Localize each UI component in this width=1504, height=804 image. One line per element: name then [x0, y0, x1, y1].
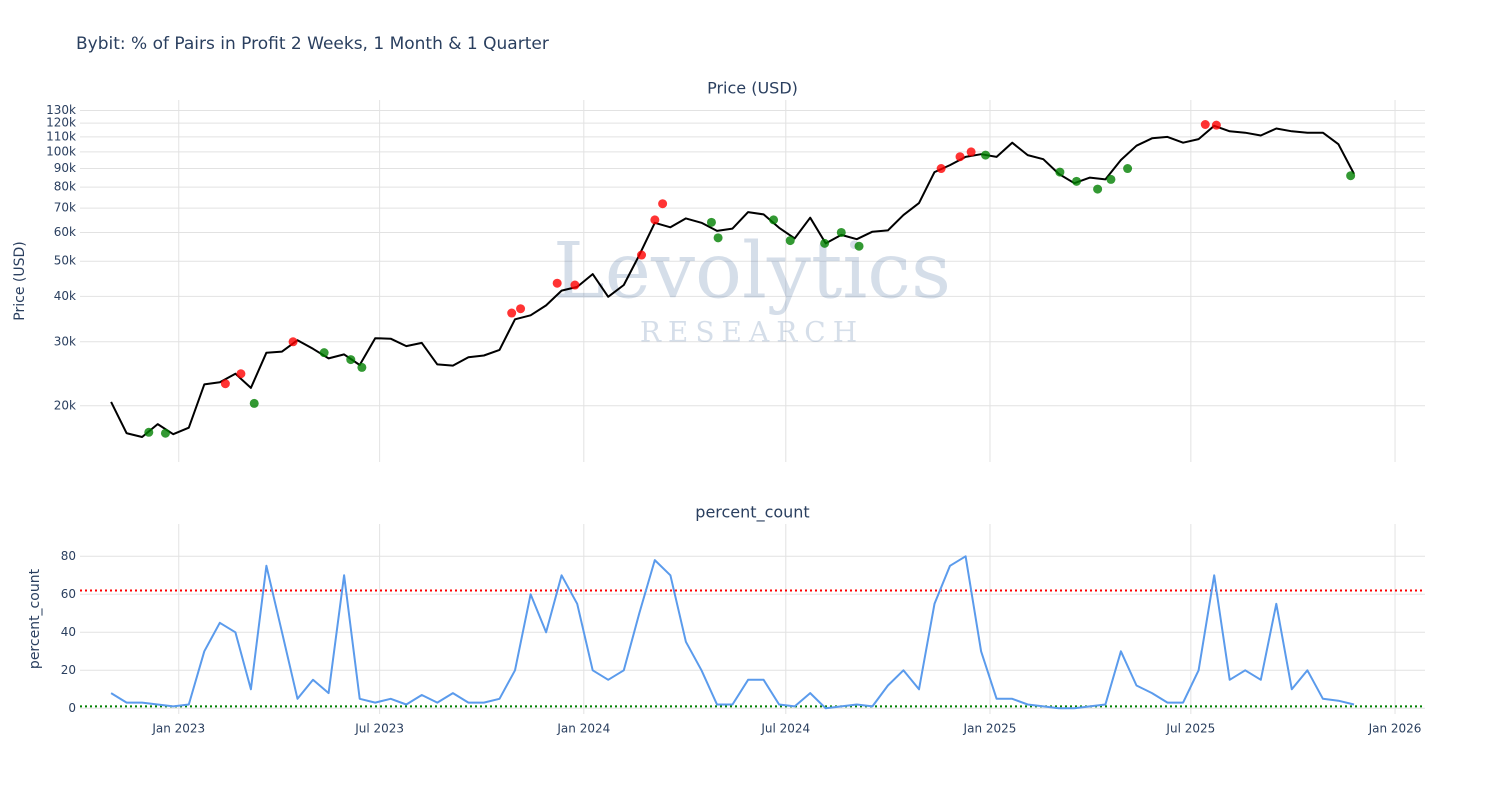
data-line [110, 555, 1355, 710]
y-tick-label: 50k [54, 254, 76, 268]
data-line [110, 124, 1355, 438]
y-tick-label: 60 [61, 587, 76, 601]
marker [820, 238, 830, 248]
subplot-title: Price (USD) [707, 79, 798, 98]
subplot-title: percent_count [695, 503, 809, 523]
y-tick-label: 0 [68, 701, 76, 715]
plot-0: 20k 30k 40k 50k 60k 70k 80k 90k 100k110k120k130k… [12, 79, 1425, 462]
y-tick-label: 30k [54, 334, 76, 348]
marker [288, 337, 298, 347]
marker [1200, 119, 1210, 129]
y-tick-label: 70k [54, 201, 76, 215]
y-tick-label: 110k [46, 129, 76, 143]
marker [249, 398, 259, 408]
marker [1211, 120, 1221, 130]
marker [955, 152, 965, 162]
marker [319, 348, 329, 358]
marker [637, 250, 647, 260]
marker [1055, 167, 1065, 177]
y-tick-label: 120k [46, 116, 76, 130]
y-tick-label: 20k [54, 398, 76, 412]
plot-1: Jan 2023 Jul 2023 Jan 2024 Jul 2024 Jan 2025… [27, 503, 1425, 736]
x-tick-label: Jan 2026 [1368, 722, 1422, 736]
watermark: Levolytics RESEARCH [553, 227, 951, 349]
y-tick-label: 80 [61, 549, 76, 563]
marker [1123, 164, 1133, 174]
marker [706, 217, 716, 227]
y-tick-label: 40k [54, 289, 76, 303]
x-tick-label: Jul 2023 [354, 722, 404, 736]
x-tick-label: Jan 2023 [151, 722, 205, 736]
marker [236, 369, 246, 379]
y-tick-label: 80k [54, 180, 76, 194]
marker [658, 199, 668, 209]
marker [507, 308, 517, 318]
marker [144, 427, 154, 437]
watermark-text: Levolytics [553, 227, 951, 317]
marker [981, 150, 991, 160]
marker [936, 164, 946, 174]
y-tick-label: 60k [54, 225, 76, 239]
marker [1093, 184, 1103, 194]
marker [769, 215, 779, 225]
marker [220, 379, 230, 389]
marker [650, 215, 660, 225]
marker [570, 280, 580, 290]
y-tick-label: 40 [61, 625, 76, 639]
marker [357, 362, 367, 372]
main-title: Bybit: % of Pairs in Profit 2 Weeks, 1 M… [76, 34, 549, 54]
x-tick-label: Jan 2025 [963, 722, 1017, 736]
marker [1072, 176, 1082, 186]
marker [552, 278, 562, 288]
y-tick-label: 90k [54, 161, 76, 175]
marker [966, 147, 976, 157]
marker [516, 304, 526, 314]
marker [1106, 174, 1116, 184]
marker [1346, 171, 1356, 181]
y-tick-label: 20 [61, 663, 76, 677]
marker [854, 241, 864, 251]
y-tick-label: 130k [46, 103, 76, 117]
x-tick-label: Jan 2024 [556, 722, 610, 736]
marker [785, 236, 795, 246]
watermark-subtext: RESEARCH [640, 316, 864, 349]
marker [713, 233, 723, 243]
y-tick-label: 100k [46, 144, 76, 158]
marker [346, 355, 356, 365]
marker [160, 428, 170, 438]
marker [836, 227, 846, 237]
y-axis-title: percent_count [27, 568, 43, 669]
x-tick-label: Jul 2024 [760, 722, 810, 736]
x-tick-label: Jul 2025 [1165, 722, 1215, 736]
y-axis-title: Price (USD) [12, 241, 28, 320]
